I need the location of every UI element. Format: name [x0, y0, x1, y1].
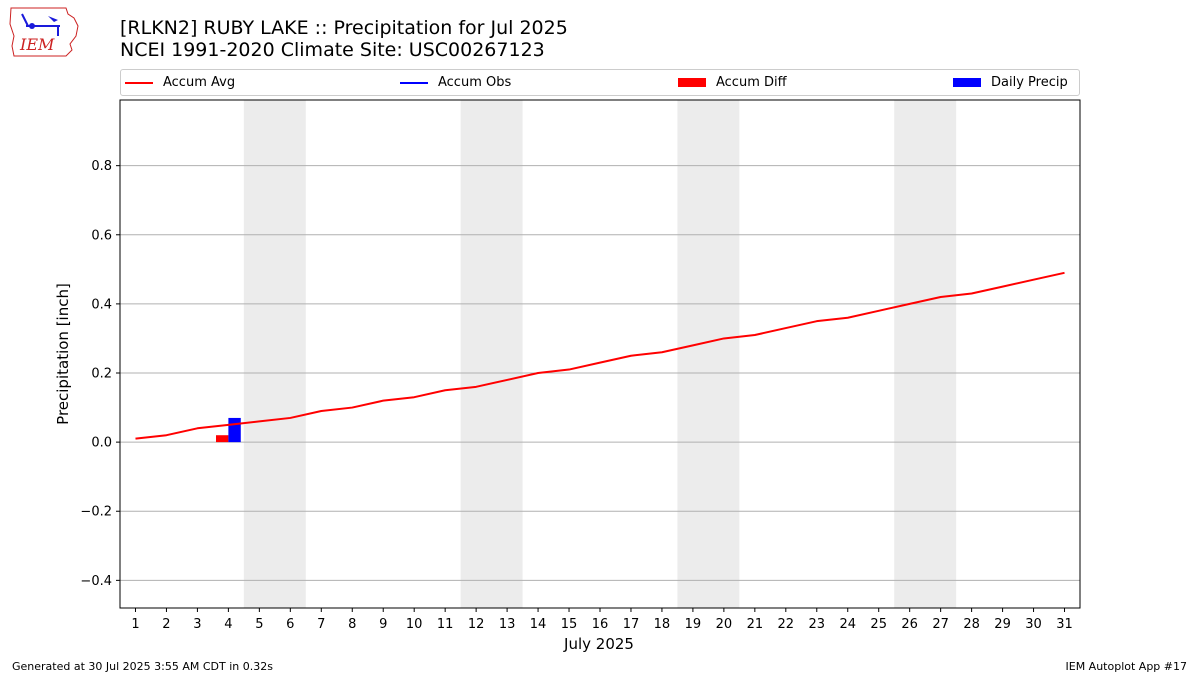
x-tick-label: 21 — [747, 617, 764, 632]
axes: −0.4−0.20.00.20.40.60.81 2 3 4 5 6 7 8 9 10 11 12 13… — [80, 99, 1081, 632]
y-tick-label: 0.0 — [91, 436, 112, 451]
plot-frame — [119, 99, 1081, 609]
gridlines — [120, 165, 1080, 581]
weekend-band — [677, 100, 740, 608]
x-tick-label: 11 — [437, 617, 454, 632]
x-tick-label: 5 — [255, 617, 263, 632]
daily-precip-bar — [228, 417, 241, 443]
x-tick-label: 30 — [1025, 617, 1042, 632]
y-tick-label: −0.2 — [80, 505, 112, 520]
weekend-band — [460, 100, 523, 608]
y-tick-label: 0.4 — [91, 297, 112, 312]
x-tick-label: 6 — [286, 617, 294, 632]
x-tick-label: 23 — [809, 617, 826, 632]
x-tick-label: 15 — [561, 617, 578, 632]
legend-label: Daily Precip — [991, 75, 1068, 90]
weekend-shading — [243, 100, 957, 608]
x-tick-label: 19 — [685, 617, 702, 632]
bars — [216, 417, 241, 443]
x-tick-label: 16 — [592, 617, 609, 632]
y-axis-label: Precipitation [inch] — [54, 283, 72, 425]
x-tick-label: 3 — [193, 617, 201, 632]
legend-patch-icon — [953, 78, 981, 87]
legend-label: Accum Avg — [163, 75, 236, 90]
footer-generated: Generated at 30 Jul 2025 3:55 AM CDT in … — [12, 660, 273, 673]
weekend-band — [894, 100, 957, 608]
y-tick-label: −0.4 — [80, 574, 112, 589]
iem-logo: IEM — [8, 6, 80, 58]
legend-item-accum-diff: Accum Diff — [678, 70, 787, 95]
legend-label: Accum Obs — [438, 75, 512, 90]
x-axis-label: July 2025 — [563, 635, 634, 653]
x-tick-label: 17 — [623, 617, 640, 632]
x-tick-label: 4 — [224, 617, 232, 632]
legend-item-accum-avg: Accum Avg — [125, 70, 235, 95]
x-tick-label: 20 — [716, 617, 733, 632]
x-tick-label: 1 — [131, 617, 139, 632]
legend-item-daily-precip: Daily Precip — [953, 70, 1068, 95]
x-tick-label: 26 — [901, 617, 918, 632]
legend-line-icon — [400, 81, 428, 84]
x-tick-label: 14 — [530, 617, 547, 632]
x-tick-label: 13 — [499, 617, 516, 632]
x-tick-label: 9 — [379, 617, 387, 632]
legend-item-accum-obs: Accum Obs — [400, 70, 511, 95]
footer-app: IEM Autoplot App #17 — [1065, 660, 1188, 673]
x-tick-label: 22 — [778, 617, 795, 632]
x-tick-label: 10 — [406, 617, 423, 632]
x-tick-label: 2 — [162, 617, 170, 632]
x-tick-label: 18 — [654, 617, 671, 632]
accum-diff-bar — [216, 435, 229, 443]
x-tick-label: 25 — [870, 617, 887, 632]
y-tick-label: 0.6 — [91, 228, 112, 243]
legend: Accum Avg Accum Obs Accum Diff Daily Pre… — [120, 69, 1080, 96]
chart-title: [RLKN2] RUBY LAKE :: Precipitation for J… — [120, 17, 568, 39]
y-tick-label: 0.8 — [91, 159, 112, 174]
x-tick-label: 8 — [348, 617, 356, 632]
svg-text:IEM: IEM — [19, 35, 55, 54]
x-tick-label: 27 — [932, 617, 949, 632]
legend-label: Accum Diff — [716, 75, 787, 90]
legend-patch-icon — [678, 78, 706, 87]
x-tick-label: 12 — [468, 617, 485, 632]
x-tick-label: 7 — [317, 617, 325, 632]
y-tick-label: 0.2 — [91, 367, 112, 382]
x-tick-label: 28 — [963, 617, 980, 632]
x-tick-label: 31 — [1056, 617, 1073, 632]
x-tick-label: 29 — [994, 617, 1011, 632]
accum-avg-line — [135, 271, 1065, 440]
x-tick-label: 24 — [839, 617, 856, 632]
iem-logo-icon: IEM — [9, 7, 79, 57]
legend-line-icon — [125, 81, 153, 84]
chart-subtitle: NCEI 1991-2020 Climate Site: USC00267123 — [120, 39, 545, 61]
series-lines — [135, 271, 1065, 440]
weekend-band — [243, 100, 306, 608]
